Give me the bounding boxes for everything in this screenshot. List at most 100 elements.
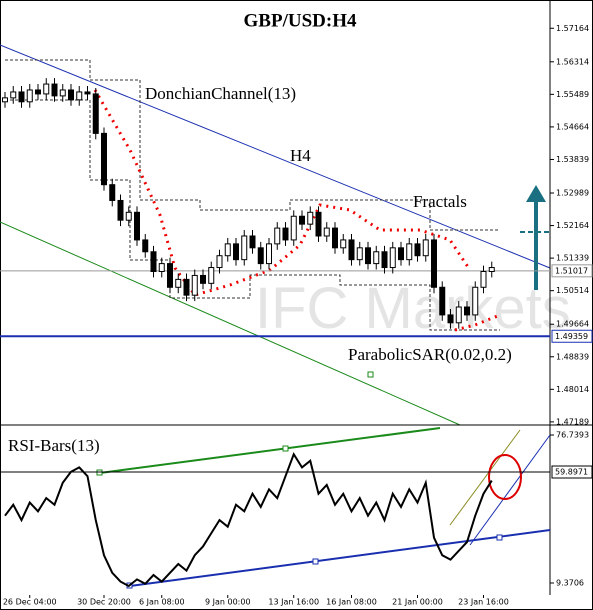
candle-body	[241, 235, 248, 261]
rsi-trend	[99, 427, 441, 474]
price-label-box	[551, 329, 593, 343]
candle-body	[26, 89, 33, 103]
candle-body	[249, 235, 256, 249]
x-tick-label: 9 Jan 00:00	[205, 598, 251, 607]
annotation: DonchianChannel(13)	[145, 84, 296, 103]
x-tick-label: 16 Jan 08:00	[326, 598, 377, 607]
highlight-circle	[488, 454, 522, 500]
candle-body	[183, 278, 190, 296]
y-tick-label: 1.51339	[556, 254, 589, 263]
trend-point	[312, 558, 319, 565]
candle-body	[158, 263, 165, 272]
candle-body	[414, 243, 421, 257]
candle-body	[125, 211, 132, 221]
candle-body	[398, 247, 404, 261]
rsi-trend	[449, 429, 521, 526]
candle-body	[266, 243, 272, 265]
candle-body	[200, 274, 206, 284]
candle-body	[290, 215, 297, 241]
x-tick-label: 6 Jan 08:00	[139, 598, 185, 607]
candle-body	[134, 211, 140, 241]
candle-body	[323, 227, 330, 237]
panel-title: RSI-Bars(13)	[8, 436, 100, 455]
candle-body	[2, 97, 8, 103]
candle-body	[282, 227, 289, 241]
trend-line	[0, 44, 551, 269]
candle-body	[10, 91, 17, 99]
candle-body	[233, 243, 239, 261]
price-label: 1.49359	[555, 332, 588, 341]
y-tick-label: 1.52989	[556, 189, 589, 198]
x-tick-label: 21 Jan 00:00	[392, 598, 443, 607]
donchian-upper	[5, 59, 500, 231]
candle-body	[175, 278, 182, 288]
candle-body	[208, 267, 215, 284]
candle-body	[51, 83, 58, 97]
candle-body	[117, 199, 124, 221]
candle-body	[389, 247, 396, 269]
candle-body	[224, 243, 231, 257]
candle-body	[191, 274, 198, 296]
y-tick-label: 9.3706	[556, 578, 584, 587]
candle-body	[332, 227, 338, 249]
candle-body	[381, 251, 388, 269]
candle-body	[472, 286, 479, 316]
candle-body	[464, 306, 470, 316]
level-label-box	[551, 465, 593, 479]
trend-line	[0, 221, 461, 426]
price-label-box	[551, 264, 593, 278]
candle-body	[101, 132, 107, 186]
candle-body	[68, 89, 74, 101]
candle-body	[439, 286, 446, 316]
candle-body	[447, 314, 454, 324]
candle-body	[18, 91, 25, 103]
annotation: ParabolicSAR(0.02,0.2)	[348, 345, 512, 364]
candle-body	[59, 89, 66, 97]
candle-body	[274, 227, 281, 245]
x-tick-label: 26 Dec 04:00	[3, 598, 57, 607]
candle-body	[150, 251, 157, 272]
y-tick-label: 1.49664	[556, 320, 589, 329]
arrow-head	[526, 185, 546, 202]
candle-body	[315, 211, 322, 237]
candle-body	[216, 255, 223, 269]
rsi-trend	[129, 529, 551, 587]
candle-body	[167, 263, 173, 288]
y-tick-label: 1.54664	[556, 122, 589, 131]
candle-body	[373, 251, 380, 265]
price-label: 1.51017	[555, 266, 588, 275]
chart-title: GBP/USD:H4	[244, 10, 357, 31]
candle-body	[76, 91, 83, 101]
annotation: Fractals	[413, 192, 467, 211]
y-tick-label: 1.56314	[556, 57, 589, 66]
candle-body	[480, 270, 487, 288]
candle-body	[431, 239, 437, 288]
y-tick-label: 1.57164	[556, 24, 589, 33]
candle-body	[307, 211, 314, 225]
candle-body	[365, 247, 371, 265]
y-tick-label: 1.55489	[556, 90, 589, 99]
trend-point	[496, 534, 503, 541]
candle-body	[257, 247, 264, 265]
candle-body	[35, 89, 41, 95]
annotation: H4	[290, 146, 311, 165]
y-tick-label: 1.52164	[556, 221, 589, 230]
candle-body	[406, 243, 413, 261]
trend-point	[367, 371, 374, 378]
level-label: 59.8971	[555, 468, 588, 477]
donchian-lower	[5, 99, 500, 331]
candle-body	[348, 239, 355, 261]
candle-body	[92, 93, 99, 134]
trend-point	[282, 445, 289, 452]
rsi-line	[4, 451, 493, 588]
watermark: IFC Markets	[255, 276, 571, 341]
candle-body	[43, 83, 50, 95]
y-tick-label: 1.53839	[556, 155, 589, 164]
candle-body	[109, 184, 116, 201]
candle-body	[356, 247, 363, 261]
y-tick-label: 76.7393	[556, 431, 589, 440]
candle-body	[422, 239, 429, 257]
